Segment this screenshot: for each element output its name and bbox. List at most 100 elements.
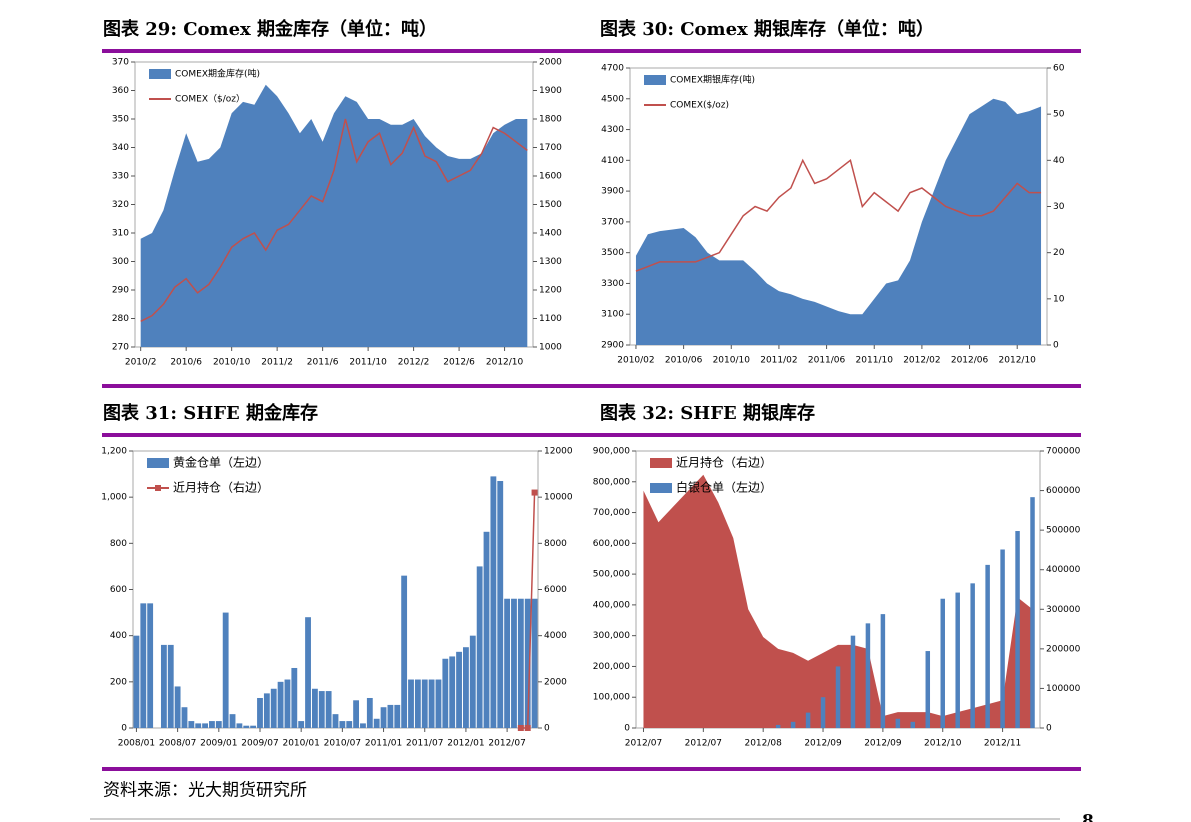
legend-label: COMEX期金库存(吨) [175, 68, 260, 80]
y2-tick-label: 200000 [1046, 644, 1081, 654]
bar [277, 681, 284, 728]
bar [414, 679, 421, 728]
divider [102, 49, 1081, 53]
x-tick-label: 2010/06 [665, 356, 703, 366]
y-tick-label: 0 [121, 724, 127, 734]
x-tick-label: 2011/6 [307, 358, 339, 368]
y2-tick-label: 1300 [539, 257, 562, 267]
bar [160, 644, 167, 728]
x-tick-label: 2012/10 [486, 358, 524, 368]
bar [243, 725, 250, 728]
y2-tick-label: 2000 [544, 677, 567, 687]
x-tick-label: 2012/07 [488, 739, 525, 749]
x-tick-label: 2010/6 [170, 358, 202, 368]
y-tick-label: 290 [112, 286, 129, 296]
bar [222, 612, 229, 728]
bar [188, 721, 195, 728]
y-tick-label: 320 [112, 200, 129, 210]
source: 资料来源：光大期货研究所 [103, 781, 307, 801]
bar [790, 721, 796, 728]
bar [428, 679, 435, 728]
y-tick-label: 280 [112, 314, 129, 324]
x-tick-label: 2012/06 [951, 356, 989, 366]
bar [373, 718, 380, 728]
x-tick-label: 2011/01 [365, 739, 402, 749]
area [635, 98, 1042, 346]
y-tick-label: 900,000 [593, 447, 630, 457]
bar [209, 721, 215, 728]
x-tick-label: 2008/01 [118, 739, 155, 749]
bar [394, 704, 401, 728]
bar [835, 666, 841, 728]
bar [353, 700, 360, 728]
y-tick-label: 2900 [601, 341, 624, 351]
y2-tick-label: 1400 [539, 229, 562, 239]
bar [380, 707, 387, 728]
bar [524, 598, 531, 728]
bar [408, 679, 414, 728]
x-tick-label: 2012/10 [924, 739, 962, 749]
y2-tick-label: 6000 [544, 585, 567, 595]
x-tick-label: 2011/07 [406, 739, 443, 749]
line [635, 158, 1042, 272]
y2-tick-label: 400000 [1046, 565, 1081, 575]
bar [1000, 549, 1005, 728]
bar [250, 725, 257, 728]
bar [1015, 531, 1020, 728]
x-tick-label: 2011/02 [760, 356, 797, 366]
bar [229, 714, 236, 728]
y2-tick-label: 1800 [539, 115, 562, 125]
x-tick-label: 2010/07 [324, 739, 361, 749]
divider [102, 767, 1081, 771]
y2-tick-label: 700000 [1046, 447, 1081, 457]
y-tick-label: 3700 [601, 217, 624, 227]
bar [174, 686, 181, 728]
bar [181, 707, 188, 728]
x-tick-label: 2012/09 [804, 739, 842, 749]
bar [476, 566, 483, 728]
bar [880, 614, 886, 728]
x-tick-label: 2012/07 [625, 739, 662, 749]
y2-tick-label: 1000 [539, 343, 562, 353]
y2-tick-label: 300000 [1046, 605, 1081, 615]
x-tick-label: 2011/06 [808, 356, 846, 366]
y2-tick-label: 8000 [544, 539, 567, 549]
bar [895, 718, 901, 728]
y-tick-label: 4300 [601, 125, 624, 135]
y-tick-label: 700,000 [593, 508, 630, 518]
bar [284, 679, 291, 728]
x-tick-label: 2011/2 [261, 358, 293, 368]
y2-tick-label: 4000 [544, 631, 567, 641]
y-tick-label: 340 [112, 143, 129, 153]
bar [805, 712, 811, 728]
x-tick-label: 2009/07 [241, 739, 278, 749]
bar [346, 721, 353, 728]
x-tick-label: 2010/10 [713, 356, 751, 366]
bar [147, 603, 154, 728]
y-tick-label: 360 [112, 86, 129, 96]
bar [257, 697, 263, 728]
y-tick-label: 270 [112, 343, 129, 353]
x-tick-label: 2012/10 [999, 356, 1037, 366]
y-tick-label: 4100 [601, 156, 624, 166]
legend-marker [155, 485, 161, 491]
bar [775, 724, 781, 728]
marker [531, 489, 538, 496]
x-tick-label: 2010/10 [213, 358, 251, 368]
x-tick-label: 2012/07 [685, 739, 722, 749]
x-tick-label: 2012/2 [398, 358, 430, 368]
y2-tick-label: 0 [544, 724, 550, 734]
y-tick-label: 800 [110, 539, 127, 549]
bar [360, 723, 366, 728]
marker [517, 725, 524, 731]
bar [291, 667, 298, 728]
y-tick-label: 4700 [601, 64, 624, 74]
y-tick-label: 310 [112, 229, 129, 239]
y2-tick-label: 500000 [1046, 526, 1081, 536]
legend-label: COMEX（$/oz） [175, 94, 245, 105]
legend-label: 近月持仓（右边） [173, 480, 269, 495]
y-tick-label: 300 [112, 257, 129, 267]
bar [305, 617, 311, 728]
x-tick-label: 2008/07 [159, 739, 196, 749]
